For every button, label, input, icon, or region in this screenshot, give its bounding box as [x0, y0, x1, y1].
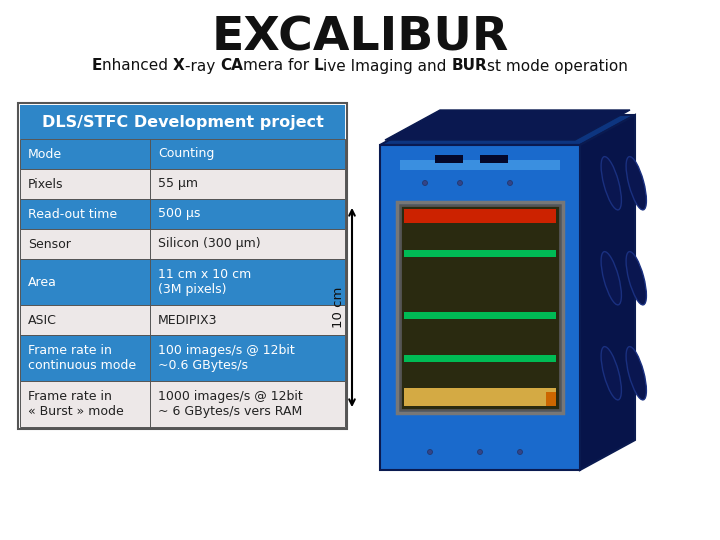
Text: ASIC: ASIC [28, 314, 57, 327]
Circle shape [457, 180, 462, 186]
Text: Read-out time: Read-out time [28, 207, 117, 220]
Ellipse shape [626, 157, 647, 210]
Bar [397, 202, 563, 413]
Text: Mode: Mode [28, 147, 62, 160]
Polygon shape [380, 115, 635, 145]
Bar [400, 160, 560, 170]
Circle shape [518, 449, 523, 455]
Ellipse shape [601, 347, 621, 400]
Ellipse shape [626, 252, 647, 305]
Text: DLS/STFC Development project: DLS/STFC Development project [42, 114, 323, 130]
Bar [404, 312, 556, 319]
Bar [404, 209, 556, 223]
Bar [546, 392, 556, 406]
Text: ive Imaging and: ive Imaging and [323, 58, 451, 73]
Polygon shape [385, 110, 630, 140]
Text: -ray: -ray [185, 58, 220, 73]
Bar [20, 169, 345, 199]
Circle shape [477, 449, 482, 455]
Text: Silicon (300 μm): Silicon (300 μm) [158, 238, 261, 251]
Ellipse shape [601, 157, 621, 210]
Text: Area: Area [28, 275, 57, 288]
Bar [18, 103, 347, 429]
Text: CA: CA [220, 58, 243, 73]
Text: X: X [173, 58, 185, 73]
Bar [435, 155, 463, 163]
Bar [20, 139, 345, 169]
Circle shape [508, 180, 513, 186]
Bar [404, 355, 556, 362]
Bar [480, 155, 508, 163]
Text: Pixels: Pixels [28, 178, 63, 191]
Ellipse shape [601, 252, 621, 305]
Bar [400, 205, 560, 410]
Text: 100 images/s @ 12bit
~0.6 GBytes/s: 100 images/s @ 12bit ~0.6 GBytes/s [158, 344, 294, 372]
Text: MEDIPIX3: MEDIPIX3 [158, 314, 217, 327]
Text: 11 cm x 10 cm
(3M pixels): 11 cm x 10 cm (3M pixels) [158, 268, 251, 296]
Bar [404, 250, 556, 257]
Circle shape [423, 180, 428, 186]
Text: EXCALIBUR: EXCALIBUR [211, 16, 509, 60]
Text: Frame rate in
« Burst » mode: Frame rate in « Burst » mode [28, 390, 124, 418]
Polygon shape [380, 145, 580, 470]
Bar [20, 305, 345, 335]
Ellipse shape [626, 347, 647, 400]
Bar [20, 381, 345, 427]
Bar [20, 105, 345, 139]
Text: Frame rate in
continuous mode: Frame rate in continuous mode [28, 344, 136, 372]
Text: 500 μs: 500 μs [158, 207, 200, 220]
Bar [20, 229, 345, 259]
Text: L: L [314, 58, 323, 73]
Text: nhanced: nhanced [102, 58, 173, 73]
Text: 55 μm: 55 μm [158, 178, 198, 191]
Text: mera for: mera for [243, 58, 314, 73]
Text: Sensor: Sensor [28, 238, 71, 251]
Text: st mode operation: st mode operation [487, 58, 629, 73]
Bar [404, 388, 556, 406]
Text: BUR: BUR [451, 58, 487, 73]
Circle shape [428, 449, 433, 455]
Bar [20, 335, 345, 381]
Bar [20, 259, 345, 305]
Text: Counting: Counting [158, 147, 215, 160]
Text: E: E [91, 58, 102, 73]
Text: 1000 images/s @ 12bit
~ 6 GBytes/s vers RAM: 1000 images/s @ 12bit ~ 6 GBytes/s vers … [158, 390, 302, 418]
Polygon shape [580, 115, 635, 470]
Bar [20, 199, 345, 229]
Text: 10 cm: 10 cm [331, 287, 344, 328]
